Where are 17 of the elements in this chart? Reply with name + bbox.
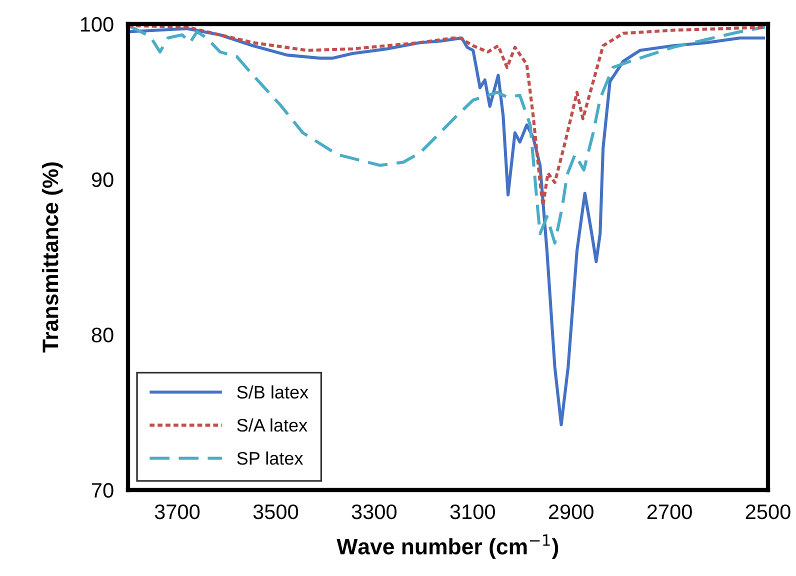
x-tick-label: 2700: [647, 504, 692, 520]
x-tick-label: 3700: [154, 504, 200, 520]
line-series: [128, 24, 767, 245]
y-tick-label: 80: [92, 328, 114, 342]
y-tick-label: 90: [92, 172, 114, 188]
x-tick-label: 3300: [352, 504, 397, 520]
x-tick-label: 2900: [548, 504, 594, 520]
legend-label: SP latex: [237, 452, 304, 465]
y-axis-title: Transmittance (%): [42, 162, 63, 352]
legend-label: S/B latex: [237, 385, 308, 399]
x-tick-label: 2500: [746, 504, 790, 520]
x-tick-label: 3100: [450, 504, 495, 520]
x-tick-label: 3500: [253, 504, 298, 520]
y-tick-label: 100: [80, 17, 114, 32]
y-tick-label: 70: [92, 483, 114, 498]
x-axis-title: Wave number (cm$^{−1}$): [336, 534, 558, 559]
legend-label: S/A latex: [237, 418, 308, 432]
